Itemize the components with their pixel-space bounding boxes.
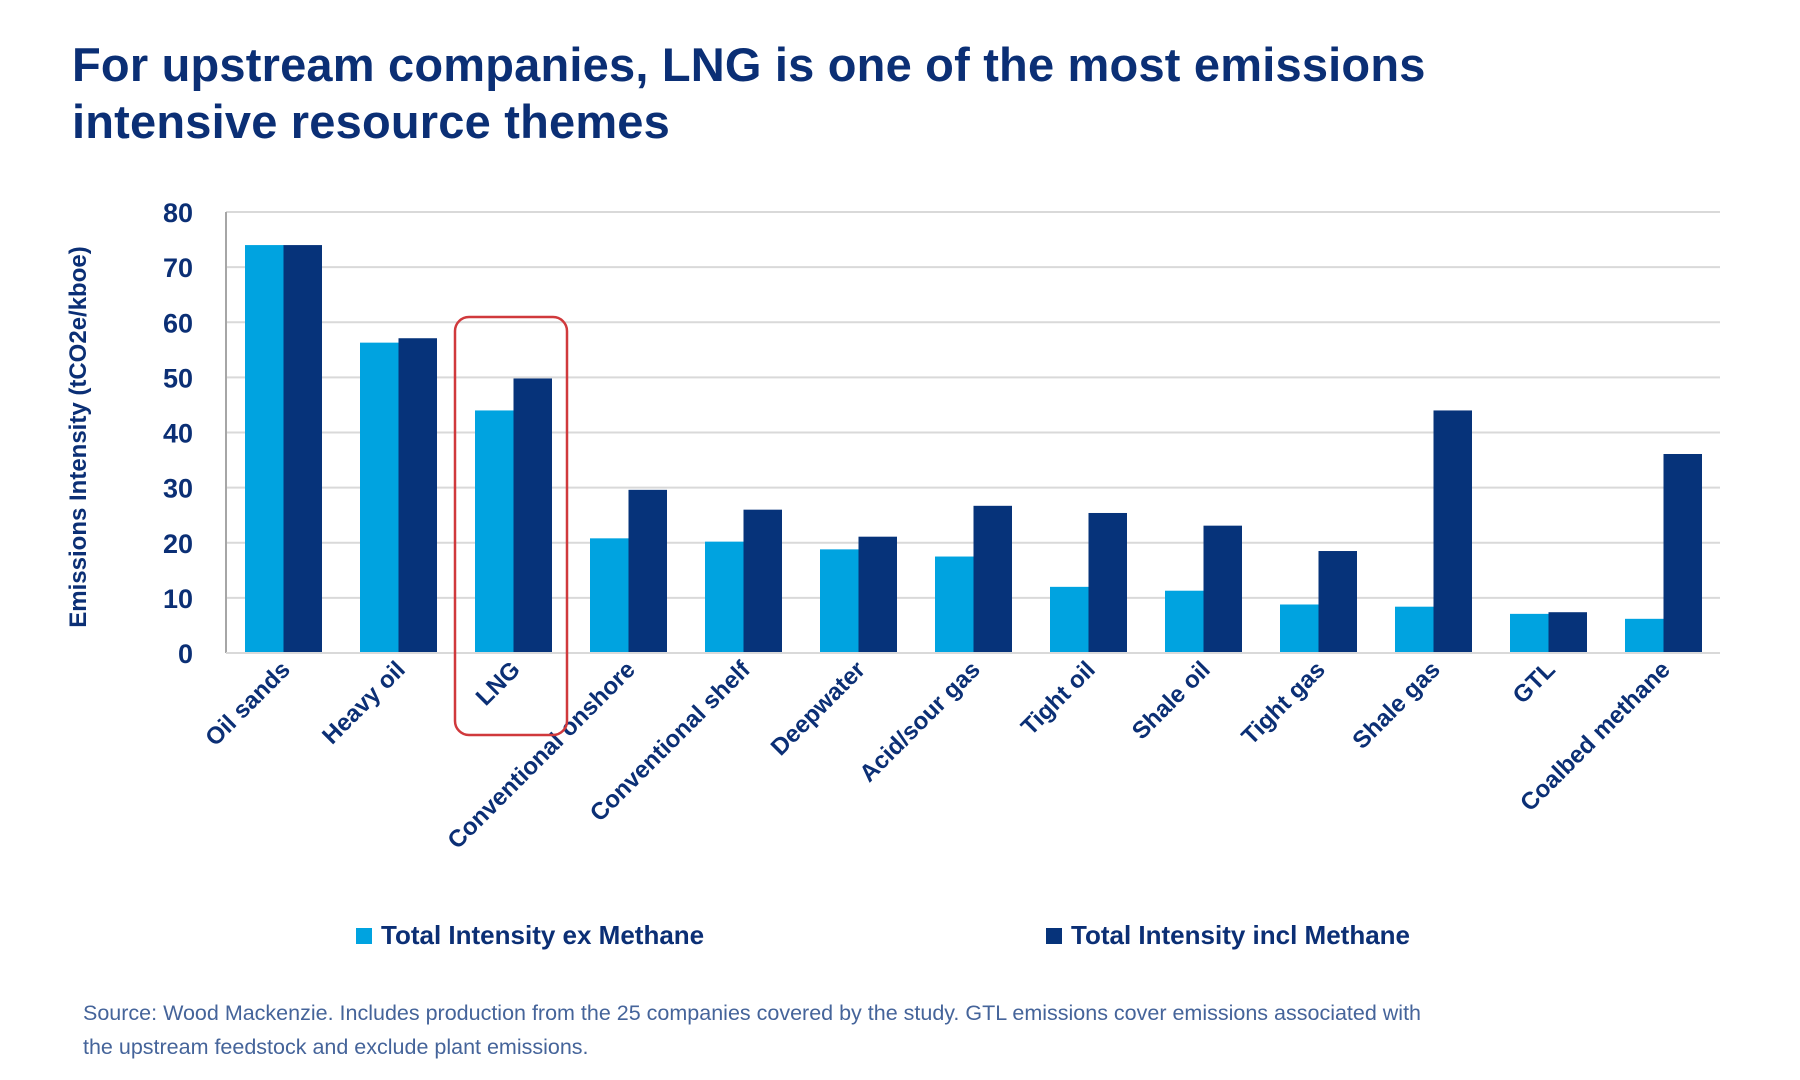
x-tick-label: GTL bbox=[1508, 656, 1561, 709]
source-note: Source: Wood Mackenzie. Includes product… bbox=[83, 996, 1421, 1064]
bar-incl-methane bbox=[1663, 453, 1702, 653]
y-axis-label: Emissions Intensity (tCO2e/kboe) bbox=[65, 246, 92, 627]
y-tick-label: 20 bbox=[163, 529, 193, 559]
gridlines bbox=[226, 211, 1720, 599]
chart-title-line-2: intensive resource themes bbox=[72, 95, 670, 148]
x-tick-label: Tight gas bbox=[1237, 656, 1331, 750]
bar-ex-methane bbox=[1280, 604, 1319, 653]
legend-swatch-incl-methane bbox=[1046, 927, 1062, 944]
y-tick-label: 80 bbox=[163, 198, 193, 228]
x-tick-label: Heavy oil bbox=[317, 656, 411, 750]
bar-ex-methane bbox=[475, 410, 514, 653]
source-note-line-2: the upstream feedstock and exclude plant… bbox=[83, 1035, 589, 1059]
bar-incl-methane bbox=[513, 378, 552, 653]
legend-label-incl-methane: Total Intensity incl Methane bbox=[1071, 920, 1411, 950]
y-tick-label: 30 bbox=[163, 474, 193, 504]
bar-incl-methane bbox=[628, 489, 667, 653]
legend-item-incl-methane: Total Intensity incl Methane bbox=[1046, 920, 1410, 951]
bar-ex-methane bbox=[1165, 590, 1204, 653]
bar-ex-methane bbox=[360, 342, 399, 653]
y-tick-label: 40 bbox=[163, 419, 193, 449]
bars bbox=[245, 245, 1702, 653]
bar-incl-methane bbox=[398, 338, 437, 653]
bar-incl-methane bbox=[1203, 525, 1242, 653]
bar-ex-methane bbox=[1510, 613, 1549, 653]
y-tick-label: 70 bbox=[163, 253, 193, 283]
bar-incl-methane bbox=[283, 245, 322, 653]
bar-incl-methane bbox=[1433, 410, 1472, 653]
legend-swatch-ex-methane bbox=[356, 927, 372, 944]
bar-ex-methane bbox=[705, 541, 744, 653]
legend-label-ex-methane: Total Intensity ex Methane bbox=[381, 920, 705, 950]
x-tick-label: Oil sands bbox=[200, 656, 295, 751]
bar-incl-methane bbox=[973, 505, 1012, 653]
lng-highlight-box bbox=[453, 315, 569, 737]
bar-incl-methane bbox=[1318, 551, 1357, 653]
bar-ex-methane bbox=[245, 245, 284, 653]
x-tick-label: Conventional onshore bbox=[442, 656, 640, 854]
y-axis-ticks: 0 10 20 30 40 50 60 70 80 bbox=[163, 198, 193, 669]
x-tick-label: Deepwater bbox=[766, 656, 871, 761]
bar-incl-methane bbox=[743, 509, 782, 653]
bar-ex-methane bbox=[1050, 586, 1089, 653]
bar-ex-methane bbox=[590, 538, 629, 653]
legend-item-ex-methane: Total Intensity ex Methane bbox=[356, 920, 704, 951]
chart-title-line-1: For upstream companies, LNG is one of th… bbox=[72, 38, 1426, 91]
y-tick-label: 50 bbox=[163, 363, 193, 393]
x-tick-label: Acid/sour gas bbox=[854, 656, 985, 787]
bar-ex-methane bbox=[1395, 606, 1434, 653]
bar-ex-methane bbox=[820, 549, 859, 653]
y-tick-label: 10 bbox=[163, 584, 193, 614]
x-tick-label: Shale gas bbox=[1347, 656, 1445, 754]
bar-ex-methane bbox=[1625, 618, 1664, 653]
bar-ex-methane bbox=[935, 556, 974, 653]
x-tick-label: Shale oil bbox=[1127, 656, 1216, 745]
source-note-line-1: Source: Wood Mackenzie. Includes product… bbox=[83, 1001, 1422, 1025]
x-tick-label: LNG bbox=[471, 656, 526, 711]
bar-incl-methane bbox=[1088, 512, 1127, 653]
y-tick-label: 60 bbox=[163, 308, 193, 338]
y-tick-label: 0 bbox=[178, 639, 193, 669]
bar-incl-methane bbox=[858, 536, 897, 653]
chart-title: For upstream companies, LNG is one of th… bbox=[72, 36, 1426, 150]
x-tick-label: Tight oil bbox=[1016, 656, 1101, 741]
bar-incl-methane bbox=[1548, 612, 1587, 653]
